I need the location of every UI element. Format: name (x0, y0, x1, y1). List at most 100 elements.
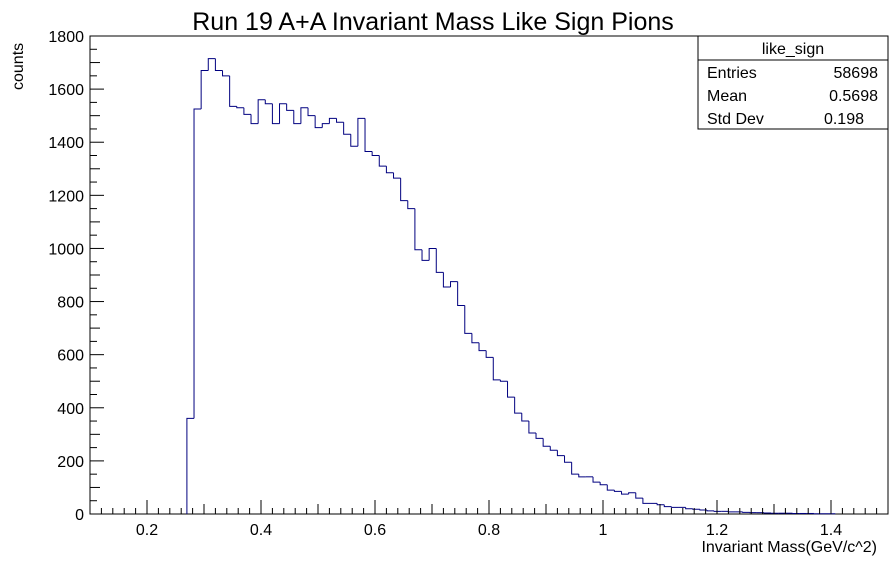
histogram-bin (663, 504, 672, 508)
histogram-bin (321, 123, 330, 128)
histogram-bin (407, 200, 415, 210)
histogram-bin (514, 397, 522, 414)
histogram-bin (336, 118, 344, 123)
y-axis-label: counts (10, 43, 27, 90)
histogram-bin (485, 350, 494, 358)
y-tick-label: 0 (75, 507, 84, 524)
histogram-bin (706, 510, 715, 512)
histogram-bin (207, 58, 216, 71)
histogram-layer (186, 58, 836, 515)
histogram-bin (685, 507, 693, 510)
histogram-bin (457, 281, 465, 307)
histogram-bin (628, 492, 636, 495)
histogram-bin (364, 118, 373, 153)
histogram-bin (450, 281, 458, 287)
x-tick-label: 0.4 (250, 522, 272, 539)
y-tick-label: 600 (57, 348, 84, 365)
histogram-bin (521, 413, 529, 422)
y-axis-ticks: 0 200 400 600 800 1000 1200 1400 1600 1800 (48, 29, 104, 524)
histogram-bin (250, 114, 259, 125)
histogram-bin (549, 446, 558, 451)
stats-mean-label: Mean (707, 88, 747, 105)
histogram-bin (692, 508, 700, 510)
y-tick-label: 400 (57, 401, 84, 418)
histogram-bin (499, 379, 508, 382)
histogram-bin (300, 107, 309, 124)
histogram-bin (214, 58, 223, 72)
x-tick-label: 0.6 (364, 522, 386, 539)
histogram-bin (492, 357, 501, 381)
stats-box: like_sign Entries 58698 Mean 0.5698 Std … (697, 35, 889, 130)
histogram-bin (535, 433, 544, 439)
stats-box-frame (697, 35, 889, 130)
histogram-bin (293, 110, 301, 125)
stats-box-title: like_sign (762, 41, 824, 58)
histogram-bin (357, 117, 366, 147)
histogram-bin (464, 305, 472, 334)
histogram-bin (528, 421, 537, 434)
histogram-bin (257, 99, 266, 124)
y-tick-label: 1400 (48, 135, 84, 152)
histogram-bin (222, 70, 230, 77)
stats-entries-label: Entries (707, 65, 757, 82)
x-tick-label: 1 (599, 522, 608, 539)
histogram-bin (599, 482, 608, 486)
histogram-bin (621, 491, 629, 495)
x-tick-label: 0.2 (136, 522, 158, 539)
histogram-bin (328, 117, 337, 124)
y-tick-label: 1600 (48, 82, 84, 99)
histogram-bin (229, 75, 237, 107)
histogram-bin (613, 490, 622, 492)
histogram-bin (400, 178, 408, 202)
histogram-bin (186, 417, 195, 514)
histogram-bin (193, 108, 202, 419)
y-tick-label: 800 (57, 295, 84, 312)
histogram-bin (564, 455, 572, 463)
histogram-bin (279, 103, 287, 124)
histogram-bin (350, 134, 358, 147)
histogram-bin (592, 476, 601, 483)
y-tick-label: 1200 (48, 188, 84, 205)
histogram-bin (556, 450, 565, 457)
histogram-bin (670, 506, 679, 508)
histogram-bin (727, 511, 736, 513)
y-tick-label: 1800 (48, 29, 84, 46)
histogram-bin (435, 248, 444, 273)
histogram-bin (271, 103, 280, 125)
stats-mean-value: 0.5698 (829, 88, 878, 105)
histogram-bin (428, 247, 437, 261)
histogram-bin (371, 151, 380, 156)
stats-stddev-value: 0.198 (824, 111, 864, 128)
histogram-bin (471, 333, 480, 344)
histogram-bin (421, 249, 430, 261)
x-tick-label: 0.8 (478, 522, 500, 539)
x-tick-label: 1.4 (820, 522, 842, 539)
histogram-bin (243, 107, 252, 115)
x-axis-label: Invariant Mass(GeV/c^2) (701, 539, 877, 556)
x-tick-label: 1.2 (706, 522, 728, 539)
histogram-bin (286, 103, 294, 111)
histogram-bin (642, 498, 651, 504)
histogram-bin (385, 166, 394, 174)
histogram-bin (343, 122, 351, 135)
histogram-bin (314, 115, 323, 129)
histogram-bin (442, 272, 451, 288)
histogram-bin (307, 107, 316, 117)
y-tick-label: 1000 (48, 241, 84, 258)
x-axis-ticks: 0.2 0.4 0.6 0.8 1 1.2 1.4 (100, 500, 889, 539)
histogram-bin (713, 510, 722, 512)
histogram-bin (571, 462, 579, 475)
histogram-bin (478, 342, 487, 352)
chart-title: Run 19 A+A Invariant Mass Like Sign Pion… (192, 8, 674, 36)
stats-entries-value: 58698 (834, 65, 879, 82)
histogram-bin (578, 474, 586, 478)
histogram-bin (742, 511, 750, 513)
histogram-bin (635, 492, 643, 499)
histogram-bin (542, 438, 551, 447)
histogram-bin (656, 503, 665, 506)
histogram-bin (507, 381, 515, 398)
histogram-bin (236, 106, 244, 109)
histogram-bin (699, 509, 708, 511)
y-tick-label: 200 (57, 454, 84, 471)
